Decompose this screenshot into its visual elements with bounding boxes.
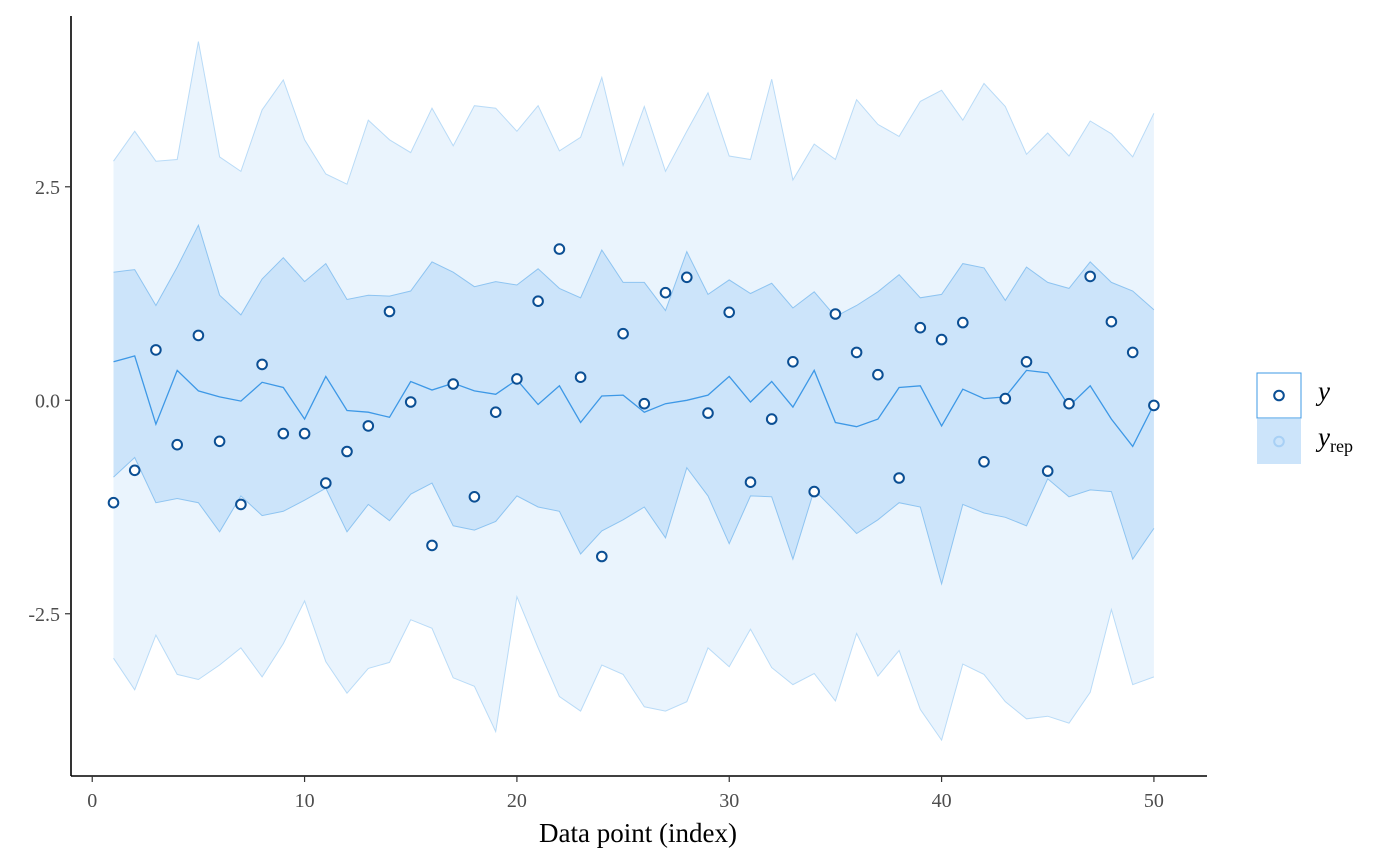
data-point [1126,346,1139,359]
band-50-lower-edge [113,456,1155,586]
observed-points [107,243,1160,563]
data-point [1020,356,1033,368]
legend-label-yrep-sub: rep [1330,436,1353,456]
band-90-upper-edge [113,41,1155,185]
axes: 0 10 20 30 40 50 2.5 0.0 -2.5 [28,16,1207,812]
y-tick-label: 0.0 [35,390,60,412]
data-point [723,306,736,319]
data-point [617,327,629,340]
data-point [468,491,481,503]
data-point [1084,270,1096,283]
data-point [850,346,863,359]
data-point [999,392,1012,405]
data-point [893,472,905,484]
legend-label-yrep: yrep [1315,422,1353,456]
data-point [298,427,311,440]
data-point [1148,399,1160,412]
x-axis-label: Data point (index) [539,818,737,848]
data-point [765,413,778,425]
data-point [596,550,608,563]
median-line [113,355,1155,448]
data-point [150,344,162,356]
x-tick-label: 40 [932,790,952,812]
data-point [553,243,566,255]
data-point [957,316,969,329]
data-point [341,445,353,458]
data-point [213,435,226,448]
data-point [192,329,205,342]
data-point [447,378,460,390]
data-point [1041,465,1054,477]
data-point [935,333,948,346]
data-point [362,420,375,432]
legend-label-yrep-main: y [1315,422,1330,452]
data-point [978,456,990,468]
legend-key-yrep [1257,419,1301,464]
legend-point-yrep [1273,435,1285,448]
data-point [787,356,799,368]
legend-point-y [1273,389,1285,402]
data-point [1063,397,1075,410]
data-point [426,539,438,552]
data-point [681,271,693,284]
band-50 [113,225,1154,584]
data-point [404,396,417,408]
data-point [171,438,183,451]
data-point [638,397,651,410]
data-point [277,427,290,440]
band-50-upper-edge [113,223,1155,318]
data-point [107,496,120,509]
data-point [872,368,884,381]
data-point [532,295,544,308]
x-tick-label: 20 [507,790,527,812]
x-tick-label: 30 [719,790,739,812]
data-point [914,321,927,334]
data-point [808,485,821,498]
x-tick-label: 10 [295,790,315,812]
y-tick-label: -2.5 [28,604,60,626]
data-point [489,406,502,419]
band-90-lower-edge [113,594,1155,742]
data-point [511,373,523,385]
interval-bands [113,41,1155,742]
data-point [320,477,332,489]
median-lines [113,355,1155,448]
data-point [659,286,672,299]
data-point [744,476,757,489]
data-point [235,498,247,511]
data-point [256,358,268,371]
y-tick-label: 2.5 [35,177,60,199]
data-point [128,464,141,477]
x-tick-label: 50 [1144,790,1164,812]
data-point [702,407,714,419]
x-tick-label: 0 [87,790,97,812]
data-point [574,371,587,384]
legend: y yrep [1256,372,1353,464]
data-point [1105,315,1118,328]
legend-label-y: y [1315,376,1330,406]
data-point [829,308,842,320]
data-point [383,305,396,318]
